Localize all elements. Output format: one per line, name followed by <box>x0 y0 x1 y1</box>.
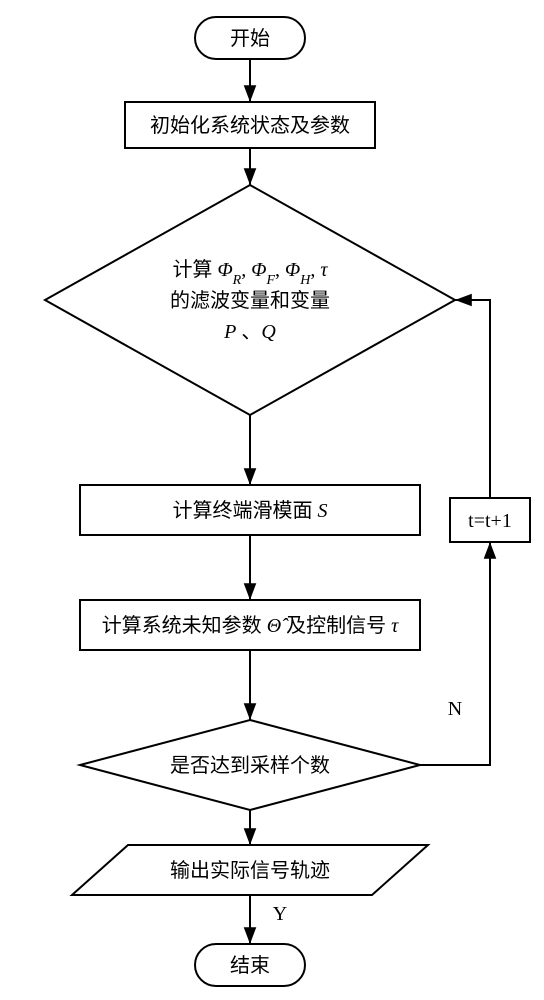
node-calc1: 计算 ΦR, ΦF, ΦH, τ的滤波变量和变量P 、Q <box>45 185 455 415</box>
edge-label: N <box>448 698 462 720</box>
node-text: 是否达到采样个数 <box>170 754 330 777</box>
edge-decide-inc <box>420 542 490 765</box>
node-text: t=t+1 <box>468 510 512 532</box>
node-decide: 是否达到采样个数 <box>80 720 420 810</box>
node-start: 开始 <box>195 17 305 59</box>
edge-inc-calc1 <box>455 300 490 498</box>
nodes: 开始初始化系统状态及参数计算 ΦR, ΦF, ΦH, τ的滤波变量和变量P 、Q… <box>45 17 530 986</box>
node-text: 开始 <box>230 27 270 50</box>
node-text: 计算终端滑模面 S <box>173 499 328 522</box>
node-text: 的滤波变量和变量 <box>170 289 330 312</box>
node-text: 计算系统未知参数 Θ̂ 及控制信号 τ <box>102 614 399 637</box>
node-text: P 、Q <box>223 321 276 343</box>
free-label: Y <box>273 903 287 925</box>
node-output: 输出实际信号轨迹 <box>72 845 428 895</box>
node-calc2: 计算终端滑模面 S <box>80 485 420 535</box>
node-calc3: 计算系统未知参数 Θ̂ 及控制信号 τ <box>80 600 420 650</box>
node-inc: t=t+1 <box>450 498 530 542</box>
node-init: 初始化系统状态及参数 <box>125 102 375 148</box>
node-text: 初始化系统状态及参数 <box>150 114 350 137</box>
node-end: 结束 <box>195 944 305 986</box>
node-text: 输出实际信号轨迹 <box>170 859 330 882</box>
node-text: 结束 <box>230 954 270 977</box>
